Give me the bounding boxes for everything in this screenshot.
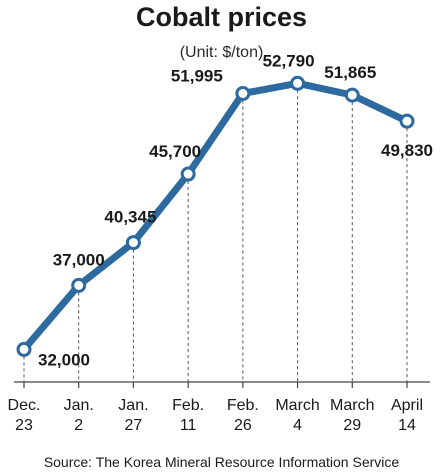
data-label: 51,995 — [171, 66, 223, 85]
data-point — [344, 87, 360, 103]
drop-lines — [23, 90, 408, 382]
data-point — [71, 277, 87, 293]
x-tick-label: March — [330, 397, 374, 414]
x-tick-label: April — [391, 397, 423, 414]
data-label: 52,790 — [263, 51, 315, 70]
x-tick-label: March — [275, 397, 319, 414]
x-tick-label: Jan. — [118, 397, 148, 414]
data-point — [180, 166, 196, 182]
x-tick-label: 29 — [343, 417, 361, 434]
chart-source: Source: The Korea Mineral Resource Infor… — [43, 454, 400, 470]
data-label: 32,000 — [38, 350, 90, 369]
x-tick-label: 23 — [15, 417, 33, 434]
x-tick-label: 11 — [180, 417, 197, 434]
data-label: 51,865 — [324, 63, 376, 82]
data-label: 45,700 — [149, 142, 201, 161]
x-tick-label: Jan. — [64, 397, 94, 414]
chart-title: Cobalt prices — [135, 2, 308, 32]
x-axis-ticks — [23, 382, 408, 388]
data-point — [399, 113, 415, 129]
data-point — [235, 85, 251, 101]
data-labels: 32,000 37,000 40,345 45,700 51,995 52,790 51,8… — [38, 51, 433, 369]
x-tick-label: Feb. — [227, 397, 259, 414]
series-line — [20, 79, 411, 353]
series-line-group — [16, 75, 415, 357]
x-tick-label: 27 — [125, 417, 143, 434]
data-label: 49,830 — [381, 141, 433, 160]
chart-subtitle: (Unit: $/ton) — [179, 44, 264, 61]
x-tick-label: 2 — [74, 417, 83, 434]
x-tick-labels: Dec. 23 Jan. 2 Jan. 27 Feb. 11 Feb. 26 March 4 March… — [8, 397, 423, 434]
data-label: 37,000 — [53, 250, 105, 269]
data-point — [125, 235, 141, 251]
x-tick-label: Feb. — [172, 397, 204, 414]
x-tick-label: Dec. — [8, 397, 41, 414]
x-tick-label: 14 — [398, 417, 416, 434]
data-point — [16, 341, 32, 357]
data-label: 40,345 — [104, 208, 156, 227]
data-point — [290, 75, 306, 91]
x-tick-label: 4 — [293, 417, 302, 434]
x-tick-label: 26 — [234, 417, 252, 434]
